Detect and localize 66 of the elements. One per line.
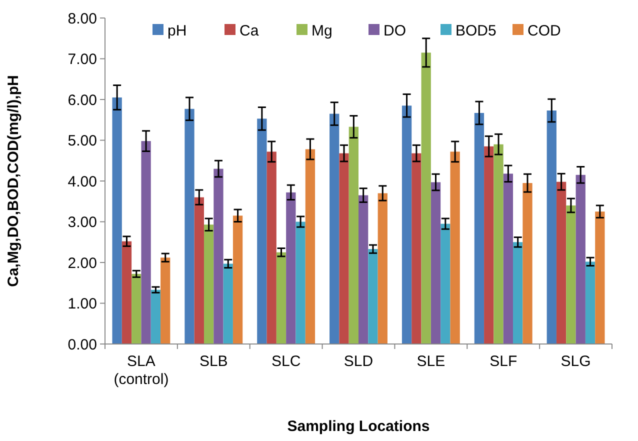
bar	[141, 141, 151, 344]
bar	[450, 152, 460, 344]
y-tick-label: 5.00	[68, 132, 97, 150]
bar	[556, 182, 566, 344]
bar	[150, 290, 161, 344]
bar	[474, 112, 484, 344]
legend-label: pH	[168, 22, 187, 40]
y-tick-label: 7.00	[68, 51, 97, 68]
bar	[585, 262, 596, 344]
bar	[522, 183, 532, 344]
bar	[484, 146, 494, 344]
legend-label: DO	[384, 22, 406, 40]
bar	[348, 126, 358, 344]
y-tick-label: 4.00	[68, 173, 97, 190]
legend-label: COD	[528, 22, 561, 40]
bar	[430, 182, 441, 344]
y-axis-title: Ca,Mg,DO,BOD,COD(mg/l),pH	[5, 75, 22, 287]
bar	[421, 52, 431, 344]
bar	[378, 193, 388, 344]
bar	[232, 216, 243, 344]
bar	[184, 108, 194, 344]
bar	[440, 224, 450, 344]
bar	[286, 192, 296, 344]
bar	[339, 153, 349, 344]
bar	[503, 174, 514, 344]
y-tick-label: 1.00	[68, 296, 97, 312]
bar	[204, 224, 214, 344]
bar	[576, 174, 586, 344]
x-tick-label: SLC	[271, 353, 301, 370]
bar	[595, 212, 605, 344]
bar	[214, 168, 224, 344]
bar	[223, 264, 233, 344]
bar	[305, 149, 316, 344]
bar	[546, 110, 556, 344]
bar	[412, 153, 422, 344]
bar	[402, 106, 412, 344]
bar	[296, 222, 306, 344]
bar	[266, 152, 276, 344]
bar	[122, 241, 132, 344]
y-tick-label: 2.00	[68, 254, 97, 272]
bar	[494, 144, 504, 344]
bar	[276, 252, 286, 344]
legend-label: Mg	[312, 22, 332, 40]
bar	[513, 242, 523, 344]
x-axis-title: Sampling Locations	[287, 418, 430, 435]
bar	[160, 258, 170, 344]
bar	[257, 118, 267, 344]
legend-label: BOD5	[456, 22, 496, 40]
bar	[194, 197, 204, 344]
y-tick-label: 3.00	[68, 214, 97, 231]
x-tick-label: SLG	[560, 353, 591, 370]
bar	[112, 97, 122, 344]
legend-label: Ca	[240, 22, 260, 40]
x-tick-label: SLF	[490, 353, 518, 370]
x-tick-label: SLD	[344, 353, 374, 370]
x-tick-label: SLB	[199, 353, 228, 370]
y-tick-label: 0.00	[68, 336, 97, 354]
x-tick-label: SLA (control)	[114, 353, 169, 388]
x-tick-label: SLE	[416, 353, 446, 370]
y-tick-label: 8.00	[68, 10, 97, 28]
bar	[132, 274, 142, 344]
bar	[566, 205, 576, 344]
y-tick-label: 6.00	[68, 92, 97, 109]
bar	[358, 195, 368, 344]
bar	[368, 249, 378, 344]
bar	[330, 114, 340, 344]
